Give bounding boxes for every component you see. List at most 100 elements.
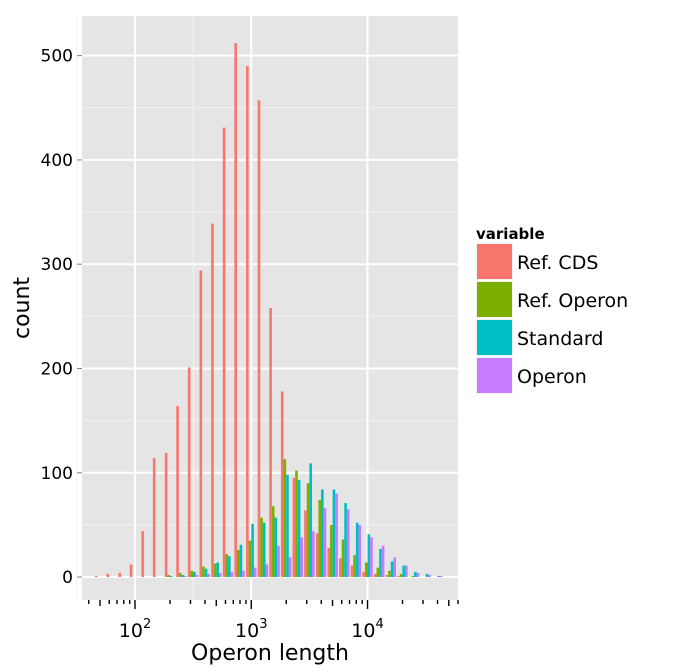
bar [199, 270, 203, 578]
bar [297, 480, 301, 578]
bar [376, 567, 380, 578]
bar [202, 566, 205, 578]
bar [234, 43, 238, 578]
bar [262, 522, 266, 578]
bar [286, 474, 289, 578]
bar [218, 572, 222, 578]
legend-key [477, 282, 512, 317]
bar [251, 523, 254, 578]
legend-label: Standard [517, 328, 603, 350]
bar [339, 558, 342, 578]
bar [439, 576, 443, 578]
bar [184, 576, 187, 578]
bar [379, 548, 382, 578]
bar [292, 477, 296, 578]
bar [228, 556, 231, 578]
bar [370, 537, 373, 578]
bar [164, 452, 168, 578]
bar [332, 489, 336, 578]
legend-key [477, 244, 512, 279]
legend-label: Operon [517, 366, 587, 388]
legend: variable Ref. CDS Ref. Operon Standard Oper… [476, 225, 628, 394]
y-tick-label: 400 [41, 151, 73, 171]
bar [344, 503, 347, 578]
y-tick-label: 500 [41, 47, 73, 67]
bar [428, 574, 431, 578]
y-tick-label: 100 [41, 464, 73, 484]
bars-layer [94, 43, 443, 578]
bar [373, 573, 377, 578]
bar [274, 517, 278, 578]
x-axis: 102 103 104 [88, 600, 459, 642]
legend-label: Ref. CDS [517, 252, 598, 274]
bar [129, 564, 133, 578]
bar [242, 570, 245, 578]
bar [425, 573, 429, 578]
bar [304, 510, 307, 578]
bar [416, 572, 420, 578]
bar [402, 565, 406, 578]
legend-label: Ref. Operon [517, 290, 628, 312]
bar [390, 561, 394, 578]
bar [230, 571, 234, 578]
bar [397, 576, 400, 578]
bar [257, 100, 261, 578]
bar [141, 531, 145, 578]
bar [193, 571, 196, 578]
bar [195, 574, 199, 578]
bar [327, 547, 331, 578]
bar [225, 554, 229, 578]
x-tick-label: 104 [351, 617, 383, 642]
bar [381, 545, 385, 578]
bar [187, 367, 191, 578]
y-axis: 0 100 200 300 400 500 [41, 47, 82, 588]
bar [315, 533, 319, 578]
bar [190, 570, 194, 578]
bar [393, 557, 397, 578]
bar [204, 568, 208, 578]
bar [306, 483, 310, 578]
bar [335, 493, 338, 578]
bar [94, 576, 98, 578]
bar [265, 564, 269, 578]
bar [246, 66, 249, 578]
bar [269, 308, 272, 578]
bar [341, 539, 345, 578]
bar [280, 391, 284, 578]
bar [330, 524, 333, 578]
x-tick-label: 103 [235, 617, 267, 642]
bar [207, 573, 210, 578]
bar [405, 565, 408, 578]
bar [176, 406, 179, 578]
bar [178, 572, 182, 578]
bar [318, 499, 322, 578]
bar [321, 489, 324, 578]
bar [437, 576, 440, 578]
bar [271, 506, 275, 578]
bar [277, 545, 280, 578]
bar [239, 544, 243, 578]
grid-lines [76, 16, 458, 600]
bar [323, 508, 327, 578]
y-axis-title: count [10, 277, 35, 339]
bar [283, 459, 287, 578]
x-axis-title: Operon length [191, 641, 349, 666]
bar [364, 562, 368, 578]
y-tick-label: 300 [41, 255, 73, 275]
y-tick-label: 200 [41, 359, 73, 379]
bar [152, 458, 156, 578]
bar [260, 517, 263, 578]
bar [362, 571, 365, 578]
bar [350, 565, 354, 578]
bar [355, 522, 359, 578]
bar [211, 223, 214, 578]
bar [216, 562, 219, 578]
bar [118, 572, 122, 578]
bar [309, 463, 313, 578]
legend-key [477, 358, 512, 393]
bar [353, 555, 356, 578]
bar [399, 573, 403, 578]
x-tick-label: 102 [119, 617, 151, 642]
bar [367, 534, 371, 578]
